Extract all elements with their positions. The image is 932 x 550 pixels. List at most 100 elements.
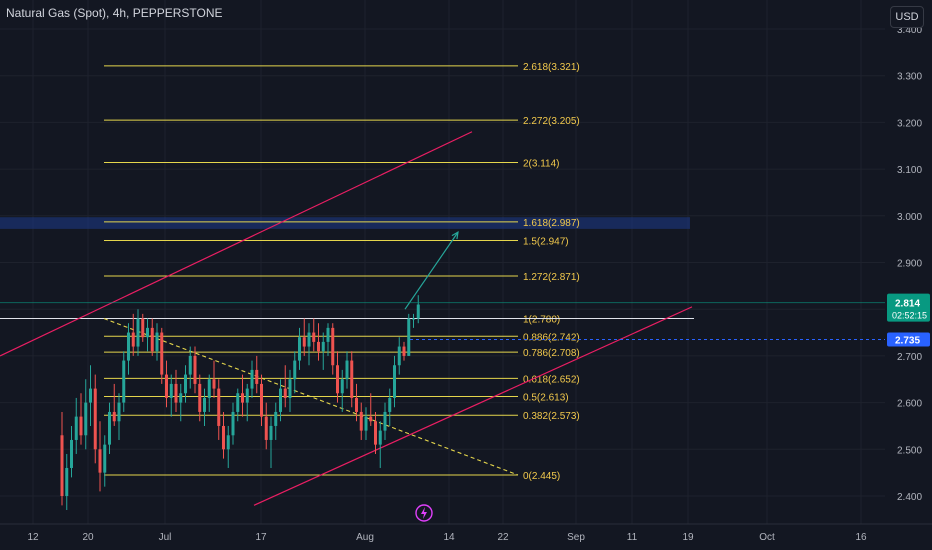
candle-body — [174, 383, 178, 403]
candle-body — [345, 360, 349, 380]
candle-body — [146, 327, 149, 338]
fib-level-label: 0.786(2.708) — [523, 348, 580, 359]
descending-trendline[interactable] — [103, 318, 519, 476]
candle-body — [203, 397, 206, 412]
candle-body — [293, 360, 297, 380]
y-axis-tick-label: 3.000 — [897, 212, 922, 223]
candle-body — [326, 327, 330, 342]
channel-lower-line[interactable] — [253, 306, 693, 506]
candle-body — [416, 304, 420, 319]
bar-countdown: 02:52:15 — [892, 311, 927, 321]
candle-body — [136, 318, 140, 347]
candle-body — [378, 430, 382, 445]
fib-level-label: 0.886(2.742) — [523, 332, 580, 343]
candle-body — [383, 411, 387, 431]
candle-body — [255, 369, 259, 384]
y-axis-tick-label: 2.900 — [897, 259, 922, 270]
projection-arrow-line[interactable] — [404, 231, 459, 310]
current-price-value: 2.814 — [895, 299, 920, 310]
fib-level-label: 1.272(2.871) — [523, 272, 580, 283]
candle-body — [279, 388, 282, 412]
x-axis-tick-label: 22 — [497, 532, 509, 543]
candle-body — [369, 416, 373, 422]
candle-body — [264, 416, 268, 440]
y-axis-tick-label: 3.100 — [897, 165, 922, 176]
x-axis-tick-label: 11 — [627, 532, 638, 543]
candle-body — [283, 388, 287, 398]
x-axis-tick-label: 14 — [443, 532, 455, 543]
candle-body — [70, 439, 73, 468]
currency-button[interactable]: USD — [890, 6, 924, 28]
candle-body — [169, 383, 173, 398]
lightning-icon[interactable] — [415, 504, 433, 522]
candle-body — [160, 332, 164, 375]
projection-arrow-head — [451, 231, 459, 240]
current-price-tag — [887, 293, 930, 322]
candle-body — [355, 397, 358, 412]
candle-body — [112, 411, 116, 422]
previous-price-value: 2.735 — [895, 336, 920, 347]
x-axis-panel — [0, 524, 932, 550]
candle-body — [98, 449, 102, 473]
candle-body — [184, 374, 187, 394]
x-axis-tick-label: 19 — [682, 532, 694, 543]
candle-body — [131, 332, 135, 347]
candle-body — [274, 411, 278, 426]
candle-body — [79, 416, 83, 436]
candle-body — [103, 444, 107, 473]
candle-body — [89, 388, 92, 403]
y-axis-panel — [885, 0, 932, 550]
candle-body — [127, 332, 130, 361]
resistance-zone — [0, 217, 690, 229]
x-axis-tick-label: Sep — [567, 532, 585, 543]
candle-body — [231, 411, 235, 436]
fib-level-label: 1.618(2.987) — [523, 218, 580, 229]
candle-body — [188, 355, 192, 375]
candle-body — [179, 393, 183, 403]
chart-title: Natural Gas (Spot), 4h, PEPPERSTONE — [6, 6, 223, 20]
fib-level-label: 1.5(2.947) — [523, 237, 569, 248]
y-axis-tick-label: 3.300 — [897, 72, 922, 83]
candle-body — [226, 435, 230, 450]
candle-body — [198, 383, 202, 412]
candle-body — [397, 346, 401, 366]
candle-body — [217, 388, 221, 426]
candle-body — [412, 318, 415, 320]
lightning-icon-ring — [415, 504, 433, 522]
lightning-icon-bolt — [421, 507, 427, 519]
fib-level-label: 2.618(3.321) — [523, 62, 580, 73]
candle-body — [165, 374, 168, 398]
channel-upper-line[interactable] — [0, 131, 473, 357]
y-axis-tick-label: 2.500 — [897, 445, 922, 456]
y-axis-tick-label: 3.200 — [897, 118, 922, 129]
y-axis-tick-label: 2.400 — [897, 492, 922, 503]
candle-body — [117, 402, 121, 422]
candle-body — [298, 337, 301, 361]
candle-body — [236, 393, 240, 412]
fib-level-label: 0(2.445) — [523, 471, 560, 482]
fib-level-label: 0.382(2.573) — [523, 411, 580, 422]
x-axis-tick-label: Oct — [759, 532, 775, 543]
candle-body — [84, 402, 88, 436]
candle-body — [74, 416, 78, 440]
candle-body — [193, 355, 197, 384]
candle-body — [317, 341, 320, 352]
x-axis-tick-label: 16 — [855, 532, 867, 543]
candle-body — [65, 467, 69, 496]
candle-body — [150, 327, 154, 352]
y-axis-tick-label: 3.400 — [897, 25, 922, 36]
x-axis-tick-label: Jul — [159, 532, 172, 543]
candle-body — [245, 388, 249, 403]
candle-body — [108, 411, 111, 445]
x-axis-tick-label: Aug — [356, 532, 374, 543]
candle-body — [374, 421, 377, 445]
candle-body — [155, 332, 159, 352]
candle-body — [222, 425, 225, 450]
fib-level-label: 0.5(2.613) — [523, 393, 569, 404]
candle-body — [212, 379, 216, 389]
y-axis-tick-label: 2.600 — [897, 399, 922, 410]
candle-body — [388, 397, 392, 412]
